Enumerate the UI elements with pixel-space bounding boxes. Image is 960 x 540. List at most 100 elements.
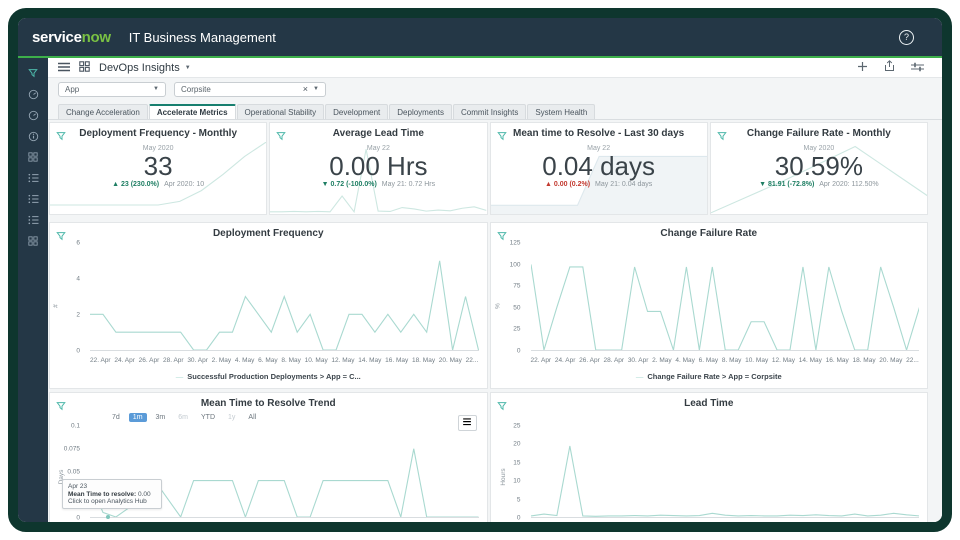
filter-funnel-icon[interactable] xyxy=(56,228,66,246)
grid-icon-2[interactable] xyxy=(27,235,39,247)
x-axis-tick: 30. Apr xyxy=(627,357,649,364)
x-axis-tick: 26. Apr xyxy=(579,357,600,364)
filter-funnel-icon[interactable] xyxy=(56,398,66,416)
range-button-7d[interactable]: 7d xyxy=(112,414,120,421)
charts-row-2: Mean Time to Resolve Trend 7d 1m 3m 6m YTD 1y… xyxy=(49,392,928,522)
chart-legend[interactable]: — Change Failure Rate > App = Corpsite xyxy=(491,372,928,381)
logo-now-text: now xyxy=(81,28,111,46)
x-axis-tick: 22... xyxy=(906,357,919,364)
chart-card-mttr-trend[interactable]: Mean Time to Resolve Trend 7d 1m 3m 6m YTD 1y… xyxy=(49,392,488,522)
filter-row: App ▼ Corpsite × ▼ xyxy=(48,78,942,100)
line-chart-plot[interactable] xyxy=(531,243,920,350)
filter-funnel-icon[interactable] xyxy=(496,398,507,416)
x-axis-tick: 16. May xyxy=(385,357,409,364)
filter-funnel-icon[interactable] xyxy=(496,228,507,246)
share-export-icon[interactable] xyxy=(884,59,895,77)
list-icon-2[interactable] xyxy=(27,193,39,205)
chart-context-menu-icon[interactable]: ≡ xyxy=(457,414,477,431)
y-axis-tick: 5 xyxy=(516,496,521,504)
tab-operational-stability[interactable]: Operational Stability xyxy=(236,104,325,119)
filter-value-combo[interactable]: Corpsite × ▼ xyxy=(174,81,326,97)
chart-card-lead-time[interactable]: Lead Time Hours 0 5 10 15 20 25 xyxy=(489,392,928,522)
kpi-title: Deployment Frequency - Monthly xyxy=(79,128,238,139)
list-icon-1[interactable] xyxy=(27,172,39,184)
kpi-card-mean-time-to-resolve[interactable]: Mean time to Resolve - Last 30 days May … xyxy=(489,122,708,215)
app-filter-label: App xyxy=(65,84,80,94)
kpi-date: May 2020 xyxy=(803,145,835,152)
chevron-down-icon[interactable]: ▼ xyxy=(313,86,319,92)
help-icon[interactable]: ? xyxy=(899,29,914,45)
range-button-3m[interactable]: 3m xyxy=(155,414,166,421)
y-axis-tick: 10 xyxy=(513,477,521,485)
kpi-card-average-lead-time[interactable]: Average Lead Time May 22 0.00 Hrs ▼ 0.72… xyxy=(269,122,488,215)
tabs: Change Acceleration Accelerate Metrics Ope… xyxy=(48,100,942,120)
kpi-delta-change: ▲ 23 (230.0%) xyxy=(112,181,160,189)
filter-funnel-icon[interactable] xyxy=(496,128,507,146)
filter-funnel-icon[interactable] xyxy=(27,67,39,79)
line-chart-plot[interactable] xyxy=(90,243,479,350)
filter-funnel-icon[interactable] xyxy=(276,128,287,146)
tab-commit-insights[interactable]: Commit Insights xyxy=(452,104,527,119)
x-axis-tick: 24. Apr xyxy=(114,357,135,364)
chevron-down-icon: ▼ xyxy=(184,64,191,71)
x-axis-tick: 26. Apr xyxy=(138,357,160,364)
tooltip-link[interactable]: Click to open Analytics Hub xyxy=(68,498,147,505)
kpi-delta: ▼ 0.72 (-100.0%) May 21: 0.72 Hrs xyxy=(270,181,486,188)
dashboard-name: DevOps Insights xyxy=(99,61,180,74)
app-frame: servicenow IT Business Management ? DevO… xyxy=(8,8,952,532)
list-icon-3[interactable] xyxy=(27,214,39,226)
clear-filter-icon[interactable]: × xyxy=(302,84,309,94)
range-button-ytd[interactable]: YTD xyxy=(201,414,215,421)
kpi-card-change-failure-rate[interactable]: Change Failure Rate - Monthly May 2020 3… xyxy=(709,122,928,215)
kpi-sparkline xyxy=(50,142,266,214)
kpi-previous-value: Apr 2020: 10 xyxy=(164,181,205,189)
tab-accelerate-metrics[interactable]: Accelerate Metrics xyxy=(148,104,236,119)
dashboard-content: Deployment Frequency - Monthly May 2020 … xyxy=(48,120,942,522)
main-panel: DevOps Insights ▼ App ▼ Corpsite × xyxy=(48,58,942,522)
tab-deployments[interactable]: Deployments xyxy=(389,104,452,119)
y-axis-tick: 0 xyxy=(76,347,80,355)
refresh-icon[interactable] xyxy=(27,109,39,121)
dashboard-grid-icon[interactable] xyxy=(79,59,90,77)
history-icon[interactable] xyxy=(27,88,39,100)
chart-card-change-failure-rate[interactable]: Change Failure Rate % 0 25 50 75 100 125 22. … xyxy=(489,222,928,389)
filter-funnel-icon[interactable] xyxy=(716,128,727,146)
y-axis-tick: 0.1 xyxy=(70,422,80,430)
add-widget-icon[interactable] xyxy=(857,59,868,77)
kpi-card-deployment-frequency[interactable]: Deployment Frequency - Monthly May 2020 … xyxy=(49,122,268,215)
y-axis: 0 2 4 6 xyxy=(50,240,84,355)
hamburger-menu-icon[interactable] xyxy=(58,59,70,77)
y-axis-tick: 0.075 xyxy=(63,445,80,453)
tooltip-value-line: Mean Time to resolve: 0.00 xyxy=(68,491,151,498)
x-axis-tick: 20. May xyxy=(879,357,903,364)
settings-sliders-icon[interactable] xyxy=(911,59,924,77)
app-filter-select[interactable]: App ▼ xyxy=(58,81,166,97)
chart-tooltip[interactable]: Apr 23 Mean Time to resolve: 0.00 Click … xyxy=(62,479,162,509)
tab-development[interactable]: Development xyxy=(325,104,389,119)
tab-system-health[interactable]: System Health xyxy=(527,104,596,119)
info-icon[interactable] xyxy=(27,130,39,142)
range-button-all[interactable]: All xyxy=(248,414,257,421)
x-axis-tick: 18. May xyxy=(411,357,436,364)
chart-legend[interactable]: — Successful Production Deployments > App… xyxy=(50,372,487,381)
chart-title: Lead Time xyxy=(684,398,734,409)
y-axis-tick: 75 xyxy=(513,282,521,290)
range-button-6m[interactable]: 6m xyxy=(178,414,188,421)
range-button-1y[interactable]: 1y xyxy=(228,414,236,421)
filter-funnel-icon[interactable] xyxy=(56,128,66,146)
header-accent-line xyxy=(18,56,942,58)
x-axis-tick: 22. Apr xyxy=(530,357,552,364)
x-axis-tick: 28. Apr xyxy=(162,357,184,364)
range-button-1m[interactable]: 1m xyxy=(128,413,147,422)
kpi-delta-change: ▲ 0.00 (0.2%) xyxy=(545,181,591,189)
dashboard-selector[interactable]: DevOps Insights ▼ xyxy=(99,62,191,74)
time-range-selector: 7d 1m 3m 6m YTD 1y All xyxy=(108,413,260,422)
x-axis-tick: 8. May xyxy=(721,357,742,364)
apps-grid-icon[interactable] xyxy=(27,151,39,163)
tab-change-acceleration[interactable]: Change Acceleration xyxy=(58,104,148,119)
dashboard-toolbar: DevOps Insights ▼ xyxy=(48,58,942,78)
line-chart-plot[interactable] xyxy=(531,426,920,517)
x-axis-tick: 2. May xyxy=(211,357,232,364)
kpi-date: May 22 xyxy=(366,145,390,152)
